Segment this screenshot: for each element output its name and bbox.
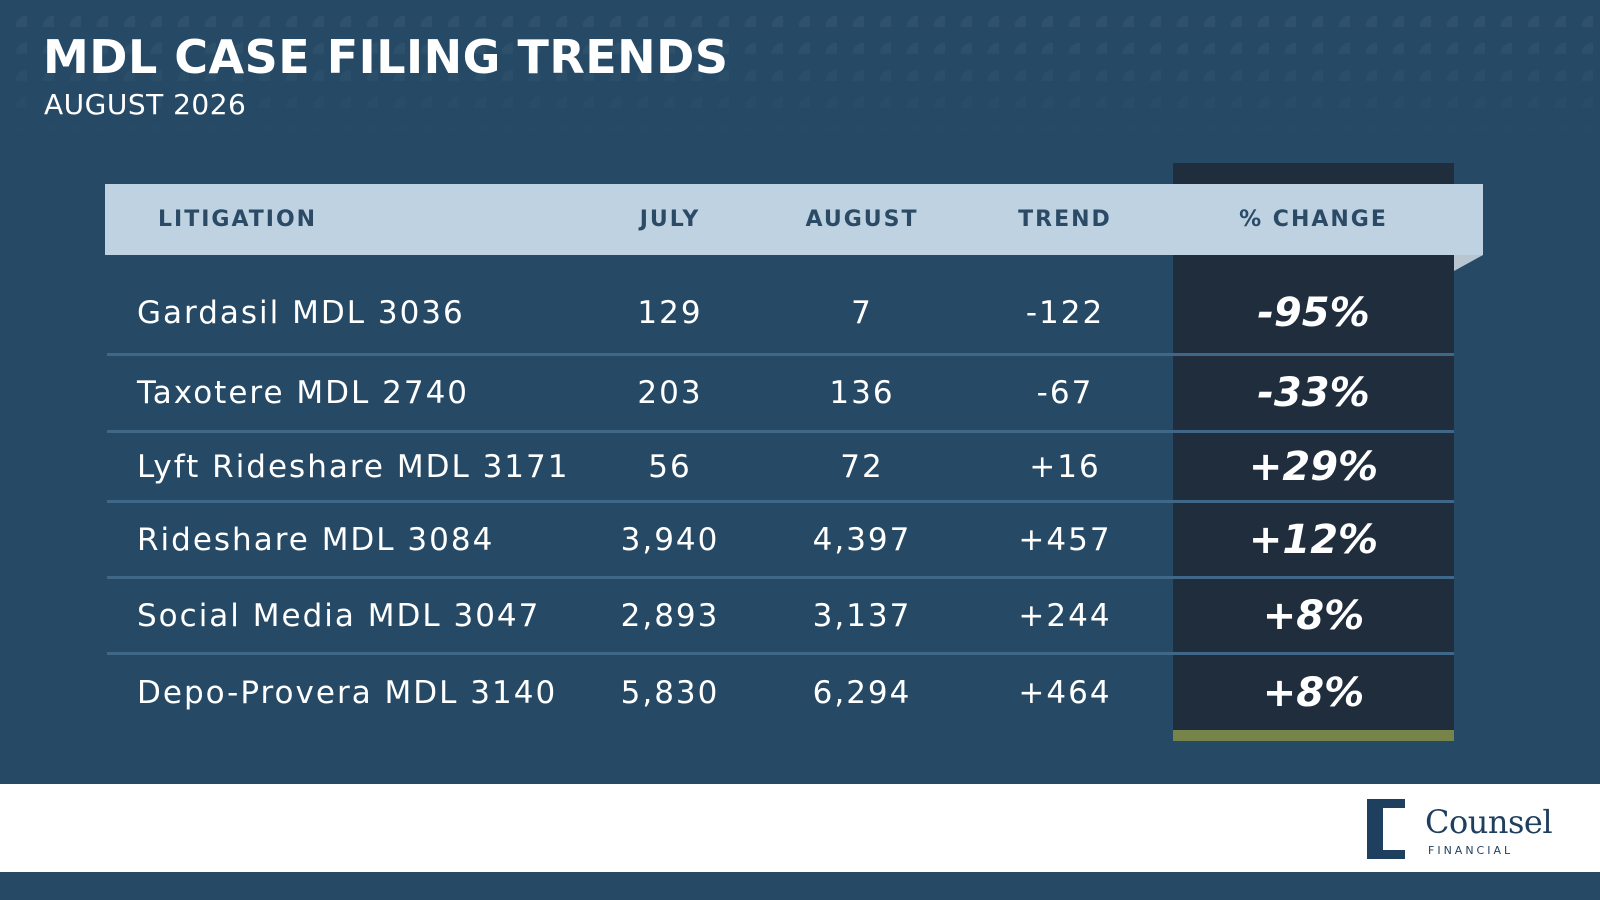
cell-august: 3,137 [812, 597, 912, 634]
logo-wordmark: Counsel [1425, 803, 1553, 841]
table-row: Social Media MDL 3047 2,893 3,137 +244 +… [105, 579, 1454, 652]
col-header-july: JULY [639, 207, 701, 232]
cell-change: -33% [1257, 370, 1370, 416]
counsel-financial-logo: Counsel FINANCIAL [1367, 799, 1557, 861]
table-row: Taxotere MDL 2740 203 136 -67 -33% [105, 356, 1454, 430]
cell-litigation: Rideshare MDL 3084 [137, 521, 495, 558]
cell-litigation: Depo-Provera MDL 3140 [137, 674, 558, 711]
cell-litigation: Taxotere MDL 2740 [137, 375, 470, 411]
cell-change: +12% [1248, 516, 1379, 563]
cell-trend: +457 [1018, 521, 1112, 558]
cell-change: -95% [1257, 290, 1370, 336]
cell-july: 203 [637, 375, 703, 411]
cell-trend: +244 [1018, 597, 1112, 634]
table-row: Depo-Provera MDL 3140 5,830 6,294 +464 +… [105, 655, 1454, 730]
cell-august: 6,294 [812, 674, 912, 711]
cell-august: 4,397 [812, 521, 912, 558]
row-divider [107, 576, 1454, 579]
cell-july: 56 [648, 449, 692, 485]
header-fold-corner [1454, 255, 1483, 271]
col-header-trend: TREND [1018, 207, 1112, 232]
col-header-august: AUGUST [805, 207, 919, 232]
cell-trend: -67 [1036, 375, 1094, 411]
page-title: MDL CASE FILING TRENDS [43, 30, 729, 84]
cell-august: 136 [829, 375, 895, 411]
row-divider [107, 500, 1454, 503]
page-subtitle: AUGUST 2026 [44, 88, 247, 121]
cell-trend: +464 [1018, 674, 1112, 711]
cell-litigation: Lyft Rideshare MDL 3171 [137, 449, 570, 485]
bracket-logo-icon [1367, 799, 1405, 859]
cell-change: +8% [1262, 592, 1365, 639]
table-row: Gardasil MDL 3036 129 7 -122 -95% [105, 273, 1454, 353]
cell-july: 5,830 [620, 674, 720, 711]
table-header: LITIGATION JULY AUGUST TREND % CHANGE [105, 184, 1483, 255]
change-column-accent-bar [1173, 730, 1454, 741]
col-header-change: % CHANGE [1239, 207, 1388, 232]
row-divider [107, 430, 1454, 433]
cell-litigation: Social Media MDL 3047 [137, 597, 541, 634]
cell-trend: +16 [1029, 449, 1101, 485]
table-row: Lyft Rideshare MDL 3171 56 72 +16 +29% [105, 433, 1454, 501]
row-divider [107, 353, 1454, 356]
col-header-litigation: LITIGATION [158, 207, 318, 232]
cell-august: 7 [851, 295, 873, 331]
footer-band: Counsel FINANCIAL [0, 784, 1600, 872]
cell-july: 3,940 [620, 521, 720, 558]
row-divider [107, 652, 1454, 655]
background-pattern [0, 0, 1600, 150]
cell-july: 2,893 [620, 597, 720, 634]
change-column-highlight [1173, 163, 1454, 733]
table-row: Rideshare MDL 3084 3,940 4,397 +457 +12% [105, 503, 1454, 576]
cell-change: +29% [1248, 444, 1379, 490]
cell-august: 72 [840, 449, 884, 485]
cell-litigation: Gardasil MDL 3036 [137, 295, 465, 331]
cell-change: +8% [1262, 669, 1365, 716]
cell-july: 129 [637, 295, 703, 331]
cell-trend: -122 [1025, 295, 1105, 331]
logo-subtitle: FINANCIAL [1428, 844, 1514, 857]
